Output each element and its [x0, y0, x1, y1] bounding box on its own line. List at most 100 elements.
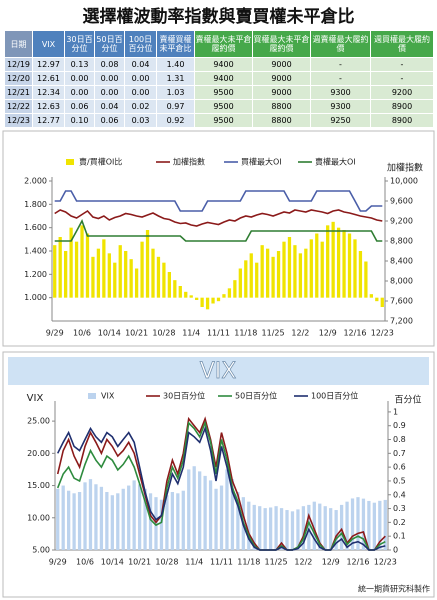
bar — [369, 294, 373, 298]
bar — [170, 492, 175, 550]
cell: 9500 — [194, 85, 253, 100]
cell: 9200 — [370, 85, 434, 100]
bar — [53, 245, 57, 298]
x-tick-label: 10/6 — [76, 558, 94, 567]
bar — [189, 295, 193, 298]
bar — [347, 233, 352, 298]
bar — [383, 499, 387, 550]
y2-tick-label: 0.4 — [393, 490, 406, 499]
cell: 8900 — [370, 99, 434, 114]
table-row: 日期 VIX 30日百分位 50日百分位 100日百分位 賣權買權未平倉比 賣權最大未平倉履… — [4, 30, 434, 58]
cell: - — [370, 71, 434, 86]
bar — [233, 280, 237, 298]
bar — [178, 286, 182, 298]
cell: - — [310, 57, 371, 72]
cell: 8800 — [252, 113, 311, 128]
bar — [127, 485, 131, 550]
bar — [274, 506, 278, 550]
legend-label: 50日百分位 — [235, 391, 277, 401]
cell: 12/19 — [4, 57, 33, 72]
x-tick-label: 11/18 — [234, 329, 257, 338]
x-tick-label: 10/14 — [98, 329, 121, 338]
table-row: 12/22 12.63 0.06 0.04 0.02 0.97 9500 8800 9300 89… — [4, 99, 434, 114]
bar — [342, 230, 346, 298]
header-cell: 買權最大未平倉履約價 — [252, 30, 311, 58]
bar — [167, 272, 172, 298]
bar — [214, 488, 218, 550]
x-tick-label: 10/28 — [152, 329, 175, 338]
bar — [222, 294, 226, 298]
cell: 0.00 — [64, 85, 95, 100]
bar — [132, 480, 136, 550]
bar — [143, 488, 147, 550]
bar — [137, 484, 142, 550]
bar — [378, 500, 382, 550]
bar — [198, 471, 202, 550]
bar — [88, 479, 93, 550]
legend-swatch — [88, 393, 96, 399]
bar — [181, 490, 185, 550]
y-tick-label: 1.200 — [24, 270, 47, 279]
line — [56, 425, 386, 551]
bar — [336, 227, 341, 298]
bar — [307, 504, 311, 550]
bar — [113, 262, 117, 298]
bar — [140, 241, 144, 298]
cell: 0.04 — [94, 99, 125, 114]
y2-tick-label: 0.6 — [393, 463, 406, 472]
bar — [276, 251, 281, 298]
x-tick-label: 11/18 — [237, 558, 260, 567]
header-cell: 賣權買權未平倉比 — [156, 30, 195, 58]
panel — [2, 130, 435, 347]
bar — [69, 227, 73, 298]
cell: 0.10 — [64, 113, 95, 128]
cell: - — [370, 57, 434, 72]
bar — [116, 493, 120, 550]
bar — [252, 504, 256, 550]
bar — [364, 261, 368, 298]
x-tick-label: 12/16 — [346, 558, 369, 567]
header-cell: 日期 — [4, 30, 33, 58]
x-tick-label: 11/11 — [210, 558, 233, 567]
cell: 0.06 — [64, 99, 95, 114]
bar — [129, 259, 133, 298]
y2-tick-label: 0.7 — [393, 449, 406, 458]
header-cell: 週買權最大履約價 — [370, 30, 434, 58]
bar — [145, 230, 150, 298]
bar — [367, 500, 371, 550]
cell: 9400 — [194, 57, 253, 72]
cell: 12.63 — [32, 99, 65, 114]
bar — [85, 233, 90, 298]
y2-tick-label: 8,800 — [390, 237, 413, 246]
table-row: 12/19 12.97 0.13 0.08 0.04 1.40 9400 9000- - — [4, 57, 434, 72]
x-tick-label: 10/21 — [125, 329, 148, 338]
bar — [326, 225, 330, 298]
bar — [211, 297, 215, 304]
cell: 0.00 — [64, 71, 95, 86]
bar — [200, 297, 204, 307]
y-tick-label: 1.600 — [24, 223, 47, 232]
bar — [195, 297, 199, 300]
y-tick-label: 1.000 — [24, 293, 47, 302]
legend-label: VIX — [101, 392, 115, 401]
cell: 1.03 — [156, 85, 195, 100]
x-tick-label: 12/9 — [319, 329, 337, 338]
y2-tick-label: 0.9 — [393, 421, 406, 430]
bar — [192, 466, 196, 550]
header-cell: 100日百分位 — [124, 30, 157, 58]
bar — [290, 511, 295, 550]
bar — [216, 297, 221, 302]
bar — [58, 237, 62, 298]
bar — [265, 248, 270, 298]
bar — [315, 233, 319, 298]
x-tick-label: 10/28 — [155, 558, 178, 567]
line — [54, 219, 383, 242]
bar — [91, 256, 95, 298]
bar — [350, 498, 355, 550]
bar — [361, 498, 366, 550]
bar — [255, 262, 259, 298]
x-tick-label: 12/16 — [343, 329, 366, 338]
y-tick-label: 10.00 — [27, 513, 50, 522]
cell: 9000 — [252, 85, 311, 100]
line — [54, 209, 383, 227]
